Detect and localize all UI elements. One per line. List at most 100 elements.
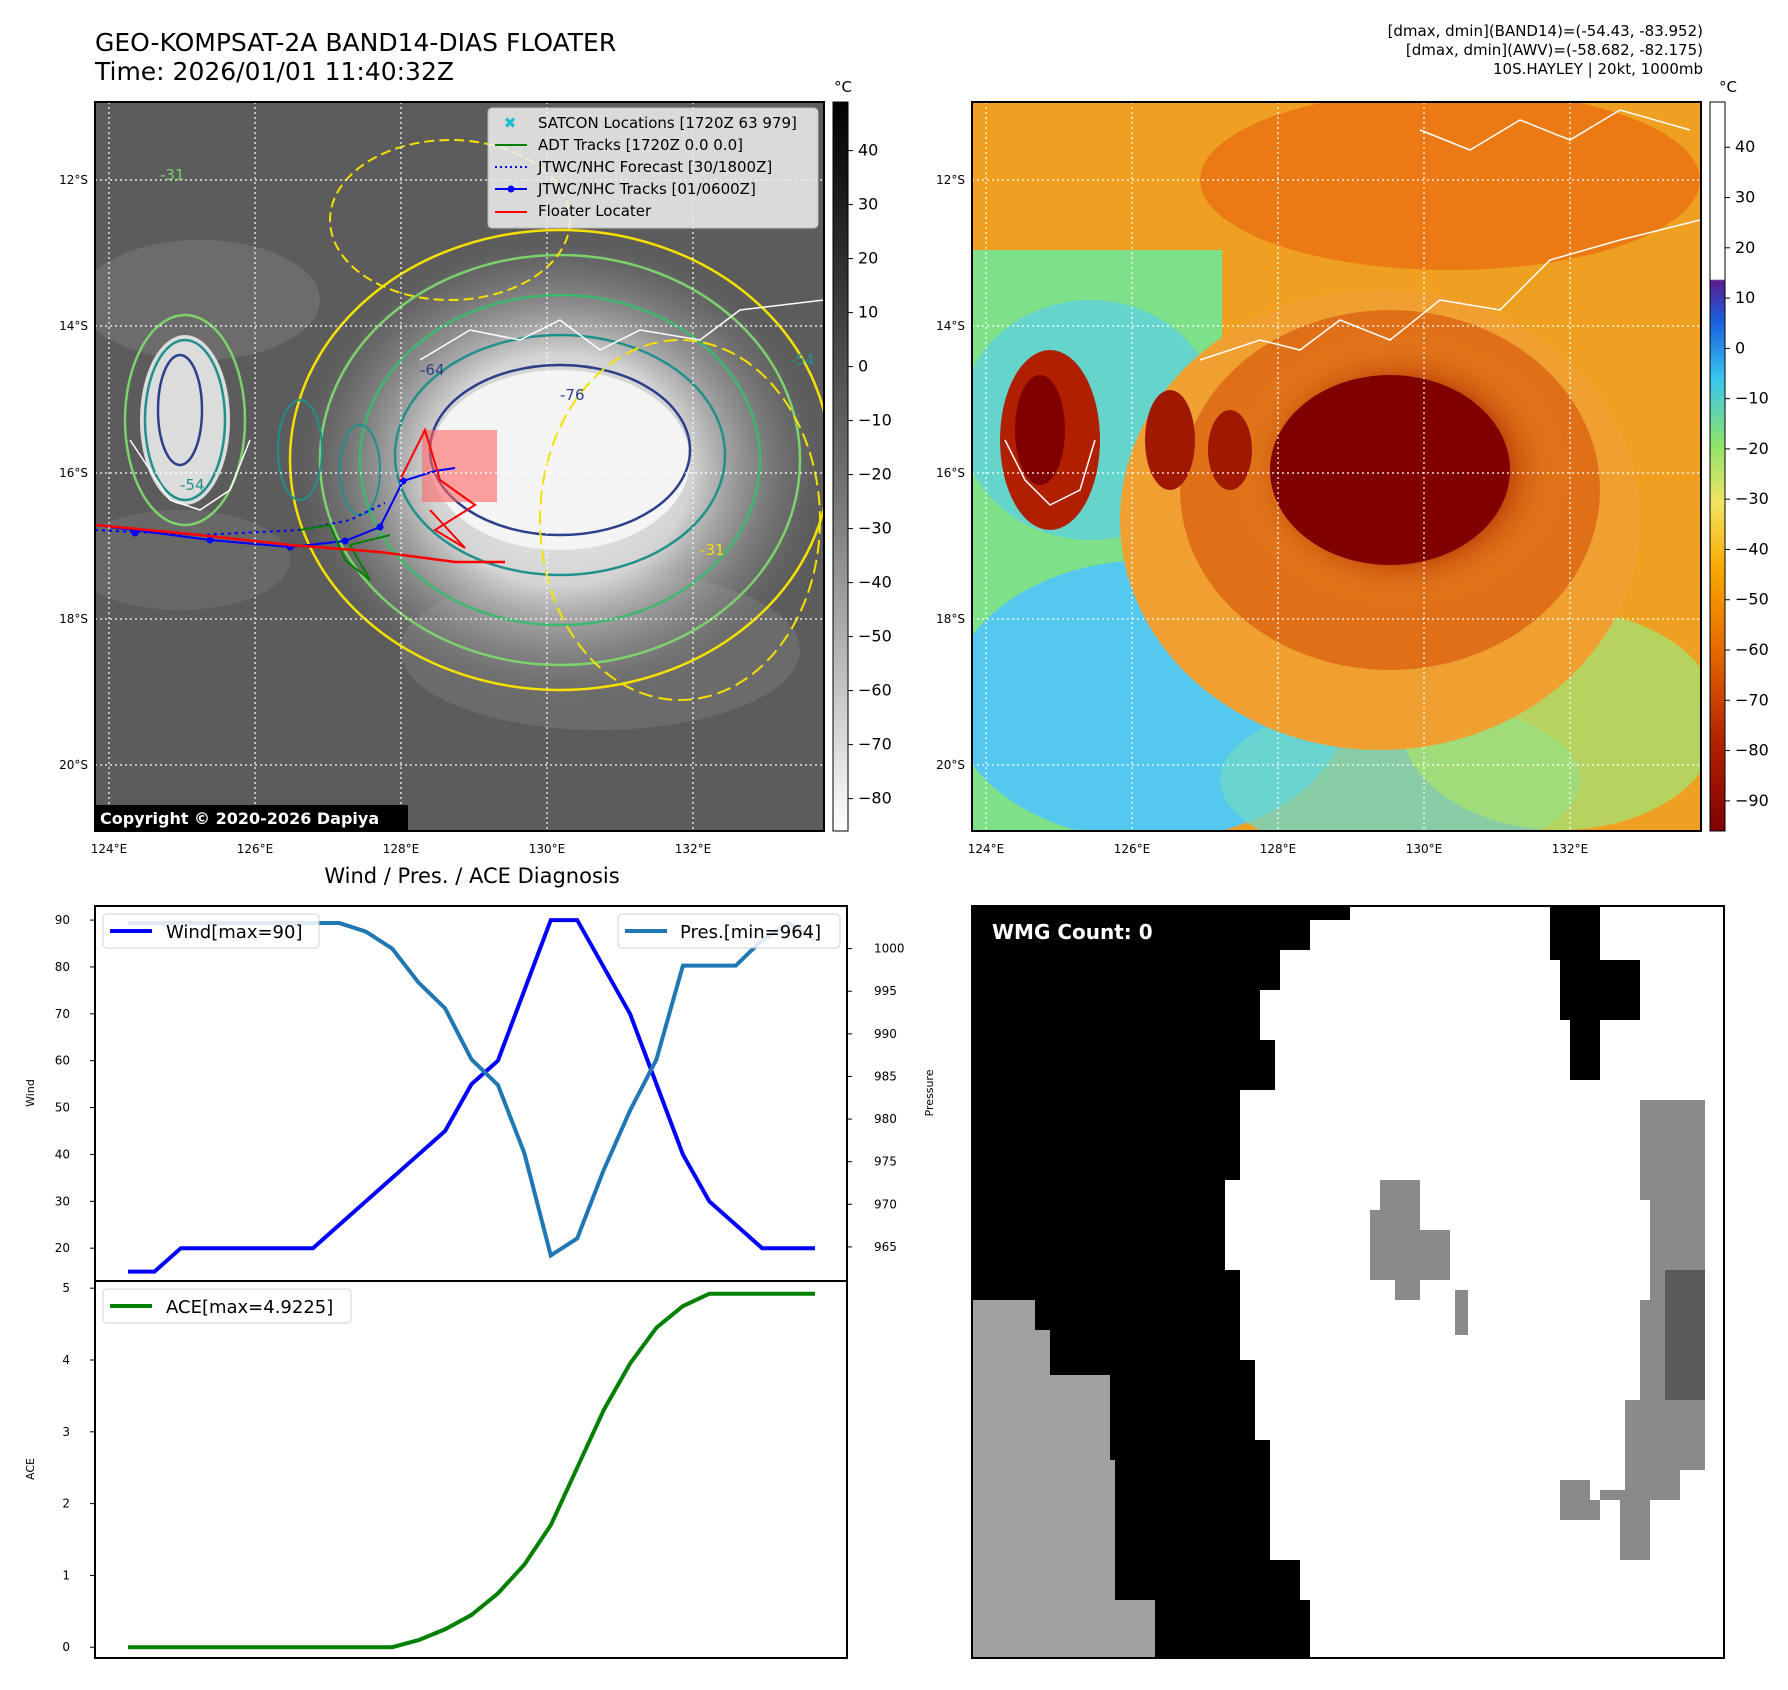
wind-tick-label: 30 <box>55 1194 70 1208</box>
legend-entry: SATCON Locations [1720Z 63 979] <box>538 114 797 132</box>
ir-legend: ✖ SATCON Locations [1720Z 63 979] ADT Tr… <box>487 107 819 229</box>
colorbar-tick-label: 30 <box>858 195 878 214</box>
colorbar-tick-label: 0 <box>858 357 868 376</box>
lon-tick: 126°E <box>237 842 274 856</box>
diagnosis-title: Wind / Pres. / ACE Diagnosis <box>324 864 619 888</box>
ace-tick-label: 5 <box>62 1281 70 1295</box>
pressure-axis-label: Pressure <box>923 1069 936 1116</box>
ir-colorbar-unit: °C <box>834 78 852 96</box>
color-axis-ticks: 12°S 14°S 16°S 18°S 20°S 124°E 126°E 128… <box>936 173 1588 856</box>
ace-tick-label: 0 <box>62 1640 70 1654</box>
title-line-2: Time: 2026/01/01 11:40:32Z <box>95 57 454 86</box>
lat-tick: 12°S <box>59 173 88 187</box>
intensity-info: [dmax, dmin](BAND14)=(-54.43, -83.952) [… <box>1388 22 1703 79</box>
colorbar-tick-label: −70 <box>858 735 892 754</box>
info-line-2: [dmax, dmin](AWV)=(-58.682, -82.175) <box>1405 41 1703 59</box>
colorbar-tick-label: −50 <box>1735 590 1769 609</box>
color-map: °C 40 30 20 10 0 −10 −20 −30 −40 −50 −60 −70 −80 −90 <box>971 78 1769 832</box>
ace-legend <box>102 1288 352 1324</box>
wind-tick-label: 70 <box>55 1007 70 1021</box>
pressure-tick-label: 995 <box>874 984 897 998</box>
lat-tick: 14°S <box>59 319 88 333</box>
wind-tick-label: 60 <box>55 1054 70 1068</box>
lon-tick: 130°E <box>1406 842 1443 856</box>
lon-tick: 124°E <box>91 842 128 856</box>
colorbar-tick-label: 40 <box>1735 137 1755 156</box>
colorbar-tick-label: −50 <box>858 627 892 646</box>
ir-map: -31 -54 -64 -76 -54 -31 Copyright © 2020… <box>94 78 892 832</box>
title-line-1: GEO-KOMPSAT-2A BAND14-DIAS FLOATER <box>95 28 617 57</box>
colorbar-tick-label: −70 <box>1735 690 1769 709</box>
colorbar-tick-label: 10 <box>858 303 878 322</box>
pressure-tick-label: 990 <box>874 1027 897 1041</box>
wind-axis-label: Wind <box>24 1079 37 1107</box>
colorbar-tick-label: 20 <box>858 249 878 268</box>
wmg-frame <box>971 905 1725 1659</box>
lat-tick: 18°S <box>936 612 965 626</box>
color-colorbar-unit: °C <box>1719 78 1737 96</box>
ace-axis-label: ACE <box>24 1458 37 1480</box>
wind-tick-label: 90 <box>55 913 70 927</box>
colorbar-tick-label: −30 <box>858 519 892 538</box>
contour-label: -76 <box>560 386 585 404</box>
colorbar-tick-label: −90 <box>1735 791 1769 810</box>
wind-legend <box>102 913 320 949</box>
colorbar-tick-label: −40 <box>858 573 892 592</box>
colorbar-tick-label: −60 <box>858 681 892 700</box>
wind-tick-label: 40 <box>55 1147 70 1161</box>
lon-tick: 128°E <box>1260 842 1297 856</box>
colorbar-tick-label: −40 <box>1735 539 1769 558</box>
ace-chart: 0 1 2 3 4 5 ACE ACE[max=4.9225] <box>24 1280 848 1659</box>
ace-legend-label: ACE[max=4.9225] <box>166 1297 333 1318</box>
pressure-tick-label: 970 <box>874 1197 897 1211</box>
ace-tick-label: 1 <box>62 1568 70 1582</box>
pressure-legend-label: Pres.[min=964] <box>680 922 821 943</box>
contour-label: -31 <box>700 541 725 559</box>
wind-pressure-chart: 20 30 40 50 60 70 80 90 965 970 975 980 985 990 995 100… <box>24 905 936 1282</box>
lat-tick: 16°S <box>936 466 965 480</box>
lat-tick: 16°S <box>59 466 88 480</box>
colorbar-tick-label: −20 <box>1735 439 1769 458</box>
colorbar-tick-label: −10 <box>1735 389 1769 408</box>
ace-series-line <box>128 1291 815 1650</box>
colorbar-tick-label: 10 <box>1735 288 1755 307</box>
ace-tick-label: 4 <box>62 1353 70 1367</box>
contour-label: -54 <box>790 351 815 369</box>
ir-axis-ticks: 12°S 14°S 16°S 18°S 20°S 124°E 126°E 128… <box>59 173 711 856</box>
pressure-tick-label: 965 <box>874 1240 897 1254</box>
legend-entry: Floater Locater <box>538 202 652 220</box>
colorbar-tick-label: −30 <box>1735 489 1769 508</box>
colorbar-tick-label: 20 <box>1735 238 1755 257</box>
tracks-legend-marker <box>507 185 515 193</box>
satcon-marker-icon: ✖ <box>504 114 517 132</box>
wind-tick-label: 50 <box>55 1101 70 1115</box>
pressure-tick-label: 985 <box>874 1069 897 1083</box>
pressure-legend <box>617 913 841 949</box>
ir-map-frame <box>94 101 825 832</box>
info-line-1: [dmax, dmin](BAND14)=(-54.43, -83.952) <box>1387 22 1703 40</box>
pressure-tick-label: 980 <box>874 1112 897 1126</box>
legend-entry: JTWC/NHC Tracks [01/0600Z] <box>537 180 756 198</box>
pressure-tick-label: 975 <box>874 1155 897 1169</box>
contour-label: -64 <box>420 361 445 379</box>
wind-tick-label: 20 <box>55 1241 70 1255</box>
wind-legend-label: Wind[max=90] <box>166 922 303 943</box>
colorbar-tick-label: 30 <box>1735 188 1755 207</box>
lon-tick: 128°E <box>383 842 420 856</box>
lon-tick: 132°E <box>1552 842 1589 856</box>
figure-title: GEO-KOMPSAT-2A BAND14-DIAS FLOATER Time:… <box>95 28 616 86</box>
colorbar-tick-label: −80 <box>858 789 892 808</box>
wind-series-line <box>128 918 815 1274</box>
lat-tick: 12°S <box>936 173 965 187</box>
colorbar-tick-label: −60 <box>1735 640 1769 659</box>
lat-tick: 20°S <box>936 758 965 772</box>
colorbar-tick-label: −20 <box>858 465 892 484</box>
info-line-3: 10S.HAYLEY | 20kt, 1000mb <box>1493 60 1703 78</box>
lon-tick: 132°E <box>675 842 712 856</box>
lon-tick: 126°E <box>1114 842 1151 856</box>
colorbar-tick-label: 40 <box>858 141 878 160</box>
colorbar-tick-label: −80 <box>1735 741 1769 760</box>
ir-colorbar <box>832 101 849 832</box>
colorbar-tick-label: 0 <box>1735 338 1745 357</box>
legend-entry: JTWC/NHC Forecast [30/1800Z] <box>537 158 772 176</box>
